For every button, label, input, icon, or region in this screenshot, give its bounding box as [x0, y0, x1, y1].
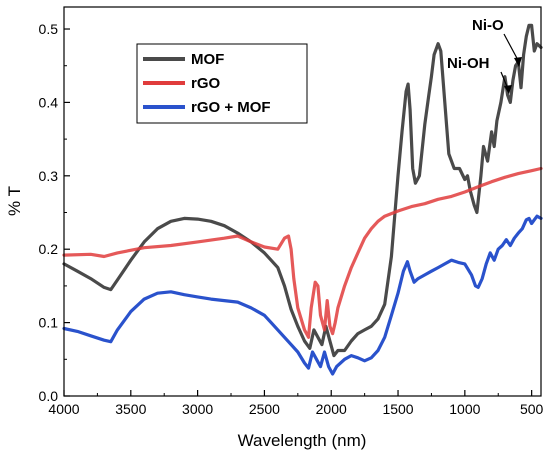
x-tick-label: 3500: [115, 401, 146, 417]
annotation-ni-oh: Ni-OH: [447, 55, 490, 72]
y-tick-label: 0.0: [39, 388, 59, 404]
y-tick-label: 0.5: [39, 21, 59, 37]
y-tick-label: 0.2: [39, 241, 59, 257]
x-tick-label: 3000: [182, 401, 213, 417]
annotation-ni-o-arrowhead: [514, 57, 522, 67]
series-line-mof: [62, 23, 543, 358]
x-tick-label: 500: [520, 401, 544, 417]
annotations: Ni-O Ni-OH: [447, 17, 522, 94]
legend-label-rgo: rGO: [191, 75, 221, 92]
legend-label-mof: MOF: [191, 51, 224, 68]
x-axis-ticks: 4000 3500 3000 2500 2000 1500 1000 500: [48, 390, 544, 417]
legend-label-rgo-mof: rGO + MOF: [191, 99, 271, 116]
series-line-rgo-mof: [62, 214, 543, 376]
annotation-ni-oh-arrowhead: [504, 85, 512, 94]
x-tick-label: 2500: [249, 401, 280, 417]
annotation-ni-o-arrow: [503, 33, 520, 63]
y-tick-label: 0.1: [39, 315, 59, 331]
plot-frame: [63, 6, 542, 397]
series-line-rgo: [62, 166, 543, 339]
annotation-ni-o: Ni-O: [472, 17, 504, 34]
y-axis-ticks: 0.0 0.1 0.2 0.3 0.4 0.5: [39, 21, 70, 404]
y-axis-title: % T: [5, 186, 24, 216]
x-tick-label: 4000: [48, 401, 79, 417]
x-axis-title: Wavelength (nm): [238, 431, 367, 450]
x-tick-label: 1000: [449, 401, 480, 417]
x-tick-label: 1500: [382, 401, 413, 417]
y-tick-label: 0.3: [39, 168, 59, 184]
legend: MOF rGO rGO + MOF: [136, 43, 308, 124]
series-group: [62, 23, 543, 376]
y-tick-label: 0.4: [39, 94, 59, 110]
x-tick-label: 2000: [316, 401, 347, 417]
